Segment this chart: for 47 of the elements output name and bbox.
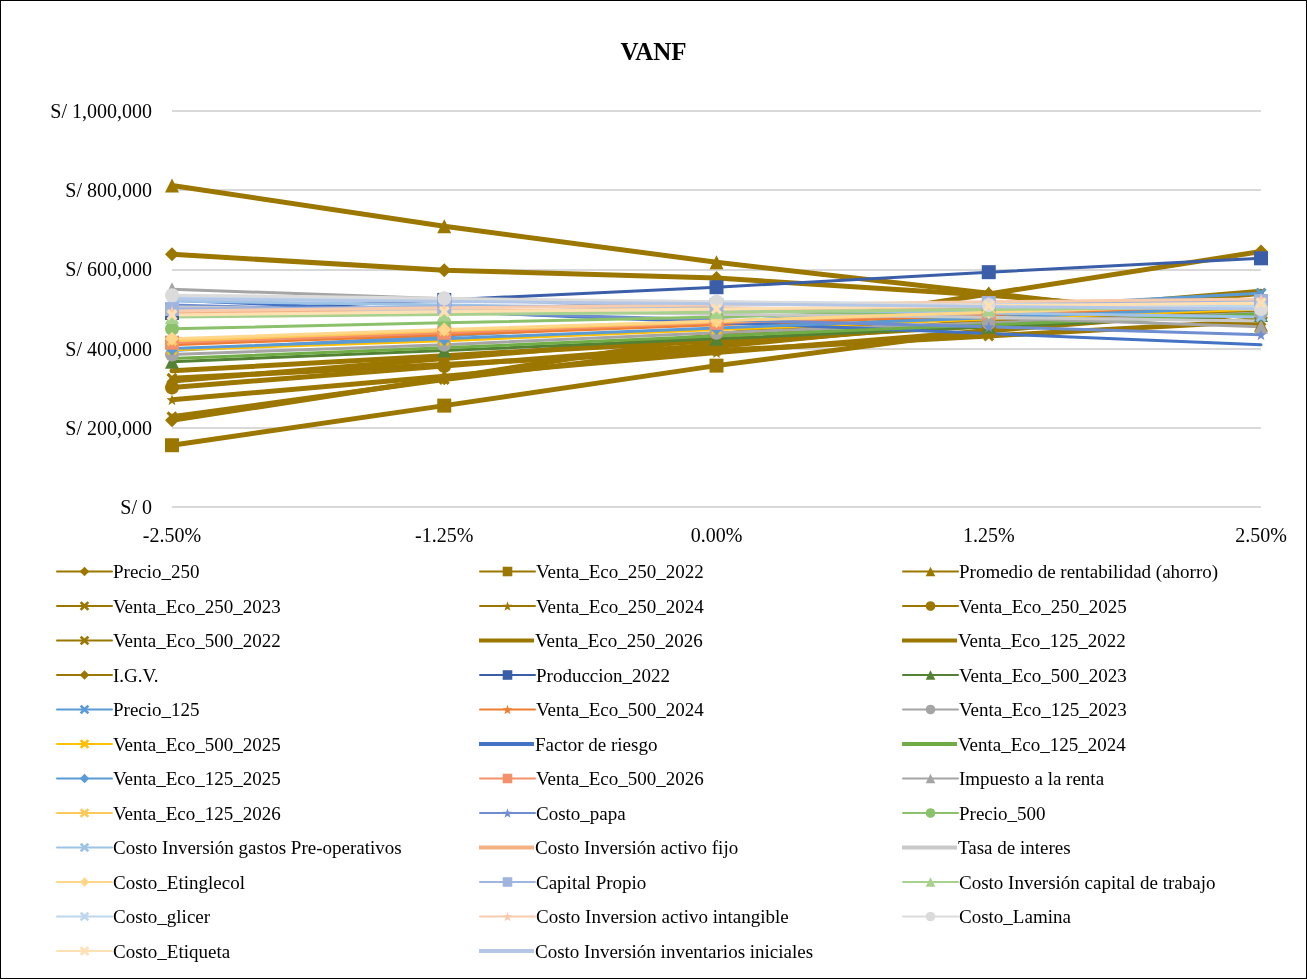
legend-label: Costo Inversión gastos Pre-operativos [113, 837, 402, 858]
legend-label: Impuesto a la renta [959, 768, 1105, 789]
legend-label: Factor de riesgo [535, 733, 658, 755]
legend-label: Costo Inversion activo intangible [536, 906, 789, 927]
legend-label: Venta_Eco_125_2025 [113, 768, 281, 789]
legend-label: Costo_Etiqueta [113, 940, 231, 962]
legend-label: Venta_Eco_125_2022 [958, 630, 1126, 651]
y-tick-label: S/ 0 [120, 496, 152, 518]
y-tick-label: S/ 800,000 [65, 179, 152, 202]
chart-title: VANF [620, 38, 687, 65]
x-tick-label: 1.25% [962, 524, 1015, 546]
legend-label: Venta_Eco_125_2024 [958, 733, 1127, 755]
legend-label: Venta_Eco_250_2024 [536, 595, 705, 617]
legend-label: Venta_Eco_500_2025 [113, 733, 281, 755]
x-tick-label: 2.50% [1235, 524, 1287, 546]
legend-label: Costo Inversión capital de trabajo [959, 871, 1216, 893]
y-tick-label: S/ 1,000,000 [50, 100, 152, 122]
legend-label: Precio_250 [113, 561, 200, 582]
legend-label: Promedio de rentabilidad (ahorro) [959, 561, 1219, 583]
legend-label: Costo Inversión inventarios iniciales [535, 940, 814, 962]
legend-label: Costo_Lamina [959, 906, 1072, 927]
y-tick-label: S/ 200,000 [65, 416, 152, 439]
legend-label: Venta_Eco_500_2024 [536, 699, 705, 720]
legend-label: Tasa de interes [958, 837, 1071, 858]
legend-label: Costo_glicer [113, 906, 211, 927]
legend-label: Costo_Etinglecol [113, 871, 245, 893]
legend-label: Venta_Eco_500_2022 [113, 630, 281, 651]
legend-label: Venta_Eco_500_2026 [536, 768, 704, 789]
legend-label: Venta_Eco_125_2023 [959, 699, 1127, 720]
legend-label: Precio_125 [113, 699, 200, 720]
legend-label: Precio_500 [959, 802, 1046, 824]
x-tick-label: -1.25% [415, 524, 474, 546]
legend-label: Venta_Eco_250_2022 [536, 561, 704, 582]
legend-label: Costo Inversión activo fijo [535, 837, 739, 858]
y-tick-label: S/ 400,000 [65, 337, 152, 360]
y-tick-label: S/ 600,000 [65, 258, 152, 281]
legend-label: Venta_Eco_125_2026 [113, 802, 281, 824]
legend-label: Venta_Eco_250_2026 [535, 630, 703, 651]
legend-label: Capital Propio [536, 871, 647, 893]
legend-label: Venta_Eco_250_2025 [959, 595, 1127, 617]
legend-label: I.G.V. [113, 664, 159, 686]
x-tick-label: 0.00% [690, 524, 743, 546]
x-tick-label: -2.50% [142, 524, 202, 546]
legend-label: Produccion_2022 [536, 664, 671, 686]
legend-label: Venta_Eco_500_2023 [959, 664, 1127, 686]
legend-label: Venta_Eco_250_2023 [113, 595, 281, 617]
legend-label: Costo_papa [536, 802, 627, 824]
